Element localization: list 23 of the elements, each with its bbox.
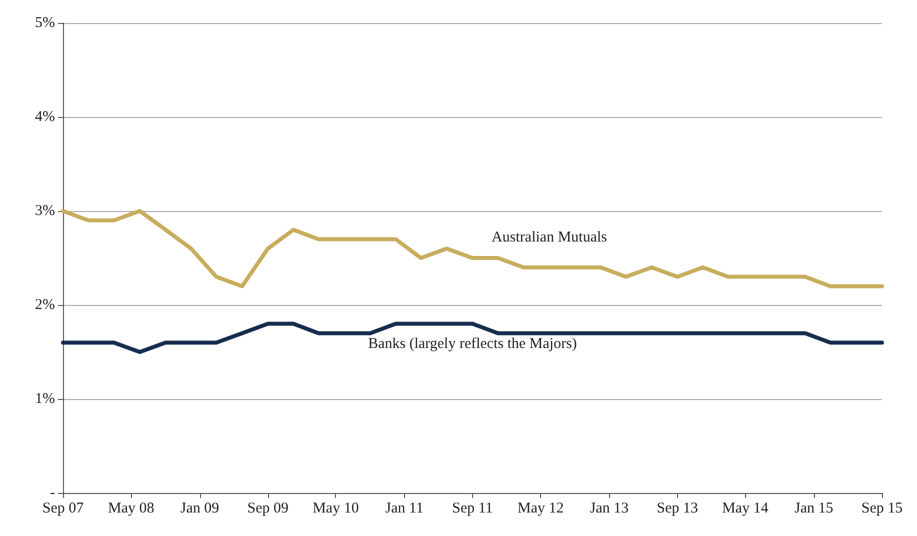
x-tick-label: Sep 15 — [861, 500, 903, 516]
y-tick-label: - — [50, 485, 55, 501]
line-series — [61, 322, 884, 354]
series-label: Australian Mutuals — [492, 229, 608, 246]
y-tick-label: 2% — [35, 297, 55, 313]
line-series — [61, 209, 884, 288]
x-tick-label: Sep 11 — [452, 500, 493, 516]
x-tick-label: May 08 — [108, 500, 154, 516]
x-tick-label: Sep 07 — [42, 500, 84, 516]
series-label: Banks (largely reflects the Majors) — [368, 336, 577, 352]
y-tick-label: 5% — [35, 15, 55, 31]
x-tick-label: Jan 13 — [590, 500, 629, 516]
x-tick-label: Sep 13 — [656, 500, 698, 516]
x-tick-label: May 12 — [517, 500, 564, 516]
y-tick-label: 1% — [35, 391, 55, 407]
y-tick-label: 4% — [35, 109, 55, 125]
x-tick-label: Sep 09 — [247, 500, 289, 516]
y-tick-label: 3% — [35, 203, 55, 219]
x-tick-label: May 14 — [722, 500, 769, 516]
x-tick-label: Jan 11 — [385, 500, 424, 516]
x-tick-label: Jan 15 — [794, 500, 834, 516]
x-tick-label: May 10 — [312, 500, 359, 516]
x-tick-label: Jan 09 — [180, 500, 220, 516]
